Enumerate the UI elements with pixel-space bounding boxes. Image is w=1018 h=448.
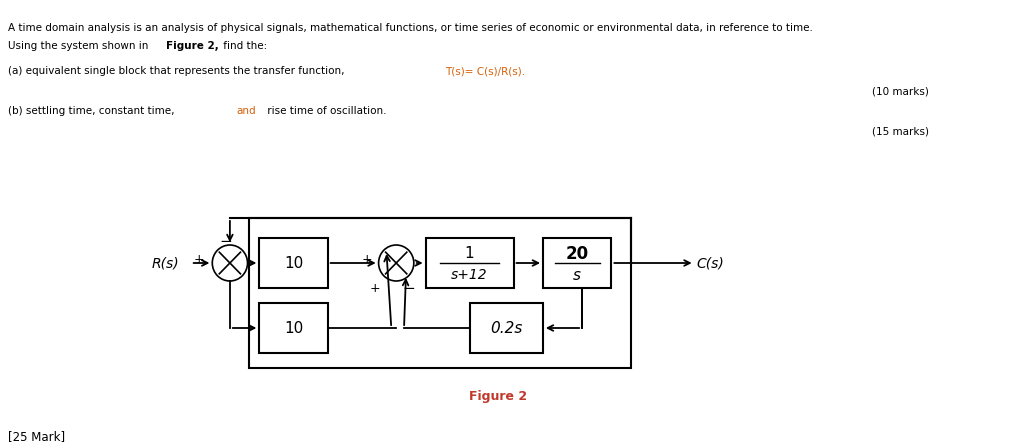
Text: (10 marks): (10 marks) (872, 86, 929, 96)
Text: 10: 10 (284, 255, 303, 271)
Text: A time domain analysis is an analysis of physical signals, mathematical function: A time domain analysis is an analysis of… (8, 23, 812, 33)
Text: 20: 20 (566, 245, 588, 263)
Text: R(s): R(s) (152, 256, 179, 270)
Bar (249, 218, 631, 368)
Text: C(s): C(s) (696, 256, 724, 270)
Bar (469, 303, 543, 353)
Text: [25 Mark]: [25 Mark] (8, 430, 65, 443)
Text: s+12: s+12 (451, 268, 488, 282)
Text: −: − (402, 280, 415, 296)
Text: T(s)= C(s)/R(s).: T(s)= C(s)/R(s). (445, 66, 525, 76)
Bar (426, 238, 514, 288)
Text: (a) equivalent single block that represents the transfer function,: (a) equivalent single block that represe… (8, 66, 347, 76)
Text: 1: 1 (465, 246, 474, 262)
Text: +: + (193, 253, 204, 266)
Text: Figure 2: Figure 2 (469, 389, 527, 402)
Text: Using the system shown in: Using the system shown in (8, 41, 152, 51)
Text: (b) settling time, constant time,: (b) settling time, constant time, (8, 106, 177, 116)
Text: 0.2s: 0.2s (490, 320, 522, 336)
Text: 10: 10 (284, 320, 303, 336)
Bar (260, 303, 328, 353)
Text: s: s (573, 267, 581, 283)
Text: find the:: find the: (220, 41, 268, 51)
Text: +: + (370, 281, 380, 294)
Text: rise time of oscillation.: rise time of oscillation. (264, 106, 387, 116)
Bar (543, 238, 612, 288)
Text: +: + (361, 253, 373, 266)
Bar (260, 238, 328, 288)
Text: (15 marks): (15 marks) (872, 126, 929, 136)
Text: −: − (220, 233, 232, 249)
Text: Figure 2,: Figure 2, (166, 41, 219, 51)
Text: and: and (237, 106, 257, 116)
